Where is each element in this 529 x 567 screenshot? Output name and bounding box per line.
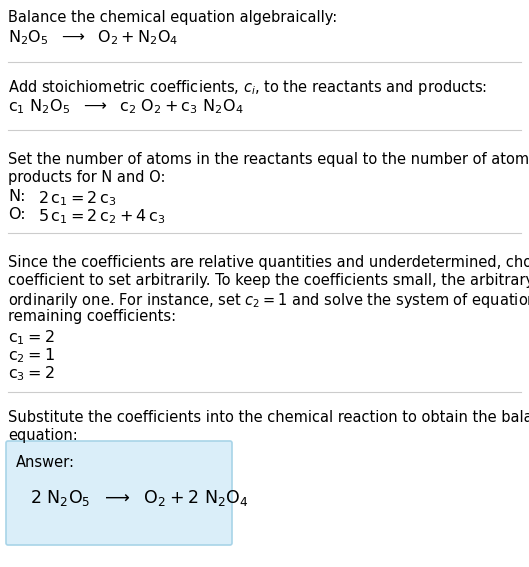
Text: Add stoichiometric coefficients, $c_i$, to the reactants and products:: Add stoichiometric coefficients, $c_i$, …	[8, 78, 487, 97]
Text: $\mathrm{2\ N_2O_5}$  $\longrightarrow$  $\mathrm{O_2 + 2\ N_2O_4}$: $\mathrm{2\ N_2O_5}$ $\longrightarrow$ $…	[30, 488, 249, 508]
Text: $\mathrm{c_1\ N_2O_5}$  $\longrightarrow$  $\mathrm{c_2\ O_2 + c_3\ N_2O_4}$: $\mathrm{c_1\ N_2O_5}$ $\longrightarrow$…	[8, 97, 244, 116]
Text: O:: O:	[8, 207, 25, 222]
Text: ordinarily one. For instance, set $c_2 = 1$ and solve the system of equations fo: ordinarily one. For instance, set $c_2 =…	[8, 291, 529, 310]
Text: Substitute the coefficients into the chemical reaction to obtain the balanced: Substitute the coefficients into the che…	[8, 410, 529, 425]
Text: $\mathrm{c_2 = 1}$: $\mathrm{c_2 = 1}$	[8, 346, 55, 365]
Text: $\mathrm{5\,c_1 = 2\,c_2 + 4\,c_3}$: $\mathrm{5\,c_1 = 2\,c_2 + 4\,c_3}$	[38, 207, 166, 226]
Text: products for N and O:: products for N and O:	[8, 170, 166, 185]
FancyBboxPatch shape	[6, 441, 232, 545]
Text: remaining coefficients:: remaining coefficients:	[8, 309, 176, 324]
Text: $\mathrm{2\,c_1 = 2\,c_3}$: $\mathrm{2\,c_1 = 2\,c_3}$	[38, 189, 117, 208]
Text: Answer:: Answer:	[16, 455, 75, 470]
Text: equation:: equation:	[8, 428, 78, 443]
Text: $\mathrm{N_2O_5}$  $\longrightarrow$  $\mathrm{O_2 + N_2O_4}$: $\mathrm{N_2O_5}$ $\longrightarrow$ $\ma…	[8, 28, 178, 46]
Text: Set the number of atoms in the reactants equal to the number of atoms in the: Set the number of atoms in the reactants…	[8, 152, 529, 167]
Text: coefficient to set arbitrarily. To keep the coefficients small, the arbitrary va: coefficient to set arbitrarily. To keep …	[8, 273, 529, 288]
Text: Balance the chemical equation algebraically:: Balance the chemical equation algebraica…	[8, 10, 338, 25]
Text: $\mathrm{c_3 = 2}$: $\mathrm{c_3 = 2}$	[8, 364, 54, 383]
Text: $\mathrm{c_1 = 2}$: $\mathrm{c_1 = 2}$	[8, 328, 54, 346]
Text: Since the coefficients are relative quantities and underdetermined, choose a: Since the coefficients are relative quan…	[8, 255, 529, 270]
Text: N:: N:	[8, 189, 25, 204]
